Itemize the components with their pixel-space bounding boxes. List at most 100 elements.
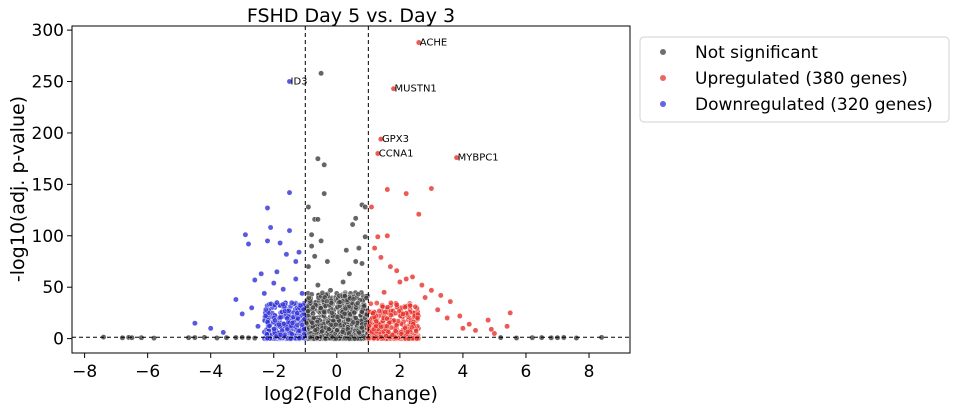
data-point	[309, 319, 316, 326]
legend-marker	[660, 49, 666, 55]
data-point	[373, 323, 379, 329]
data-point	[296, 327, 303, 334]
x-axis-label: log2(Fold Change)	[264, 383, 438, 405]
data-point	[382, 309, 388, 315]
data-point	[327, 287, 334, 294]
data-point	[507, 309, 514, 316]
data-point	[248, 304, 255, 311]
y-tick-label: 200	[32, 124, 64, 144]
x-tick-label: 4	[458, 362, 469, 382]
x-tick-label: 0	[331, 362, 342, 382]
data-point	[292, 258, 299, 265]
data-point	[422, 294, 429, 301]
data-point	[283, 251, 290, 258]
data-point	[387, 263, 394, 270]
data-point	[384, 304, 391, 311]
data-point	[351, 309, 358, 316]
data-point	[245, 241, 252, 247]
data-point	[214, 335, 220, 341]
data-point	[355, 291, 362, 298]
data-point	[340, 279, 347, 285]
data-point	[261, 290, 268, 297]
data-point	[312, 327, 319, 334]
data-point	[321, 161, 328, 168]
data-point	[271, 326, 278, 332]
data-point	[318, 237, 325, 244]
data-point	[377, 136, 384, 143]
data-point	[321, 309, 327, 315]
data-point	[324, 298, 330, 305]
data-point	[383, 315, 390, 322]
data-point	[306, 294, 312, 301]
data-point	[262, 306, 269, 313]
data-point	[314, 282, 321, 289]
data-point	[289, 320, 296, 326]
data-point	[286, 227, 293, 234]
data-point	[286, 78, 293, 85]
data-point	[403, 276, 410, 282]
data-point	[456, 313, 463, 319]
data-point	[266, 322, 273, 329]
data-point	[299, 290, 306, 297]
data-point	[341, 293, 348, 300]
data-point	[232, 296, 239, 303]
y-axis-label: -log10(adj. p-value)	[7, 96, 29, 282]
data-point	[345, 316, 351, 323]
data-point	[318, 70, 325, 77]
y-tick-label: 250	[32, 73, 64, 93]
y-tick-label: 0	[53, 330, 64, 350]
gene-label-mybpc1: MYBPC1	[458, 153, 499, 164]
data-point	[277, 240, 284, 246]
data-point	[324, 258, 331, 265]
data-point	[389, 332, 396, 338]
chart-title: FSHD Day 5 vs. Day 3	[247, 5, 455, 27]
data-point	[336, 299, 343, 306]
data-point	[428, 287, 435, 294]
data-point	[311, 253, 318, 260]
data-point	[207, 325, 214, 332]
data-point	[119, 334, 126, 341]
data-point	[354, 300, 361, 306]
data-point	[332, 321, 339, 328]
y-tick-label: 50	[42, 278, 64, 298]
data-point	[280, 301, 286, 308]
data-point	[396, 279, 403, 285]
data-point	[273, 268, 280, 275]
data-point	[390, 85, 397, 92]
data-point	[245, 334, 252, 341]
data-point	[277, 314, 284, 321]
data-point	[384, 232, 391, 239]
gene-label-gpx3: GPX3	[382, 134, 409, 145]
gene-label-id3: ID3	[291, 77, 308, 88]
legend-label: Not significant	[695, 43, 818, 63]
data-point	[319, 328, 325, 335]
data-point	[402, 304, 408, 311]
data-point	[296, 249, 302, 256]
data-point	[310, 304, 316, 311]
data-point	[334, 313, 341, 320]
x-tick-label: −6	[135, 362, 160, 382]
data-point	[314, 155, 321, 162]
data-point	[350, 319, 357, 326]
legend-marker	[660, 75, 666, 81]
x-tick-label: −2	[261, 362, 286, 382]
data-point	[359, 324, 366, 331]
data-point	[264, 205, 271, 211]
data-point	[384, 186, 391, 193]
data-point	[459, 325, 466, 332]
data-point	[191, 320, 198, 327]
data-point	[264, 335, 271, 342]
data-point	[370, 310, 376, 317]
data-point	[367, 300, 374, 307]
data-point	[277, 331, 284, 338]
data-point	[378, 323, 384, 330]
data-point	[413, 335, 420, 342]
data-point	[319, 289, 326, 296]
x-tick-label: 6	[521, 362, 532, 382]
data-point	[359, 260, 365, 267]
data-point	[350, 296, 357, 303]
gene-label-ache: ACHE	[420, 37, 448, 48]
data-point	[305, 263, 312, 270]
data-point	[308, 231, 315, 238]
